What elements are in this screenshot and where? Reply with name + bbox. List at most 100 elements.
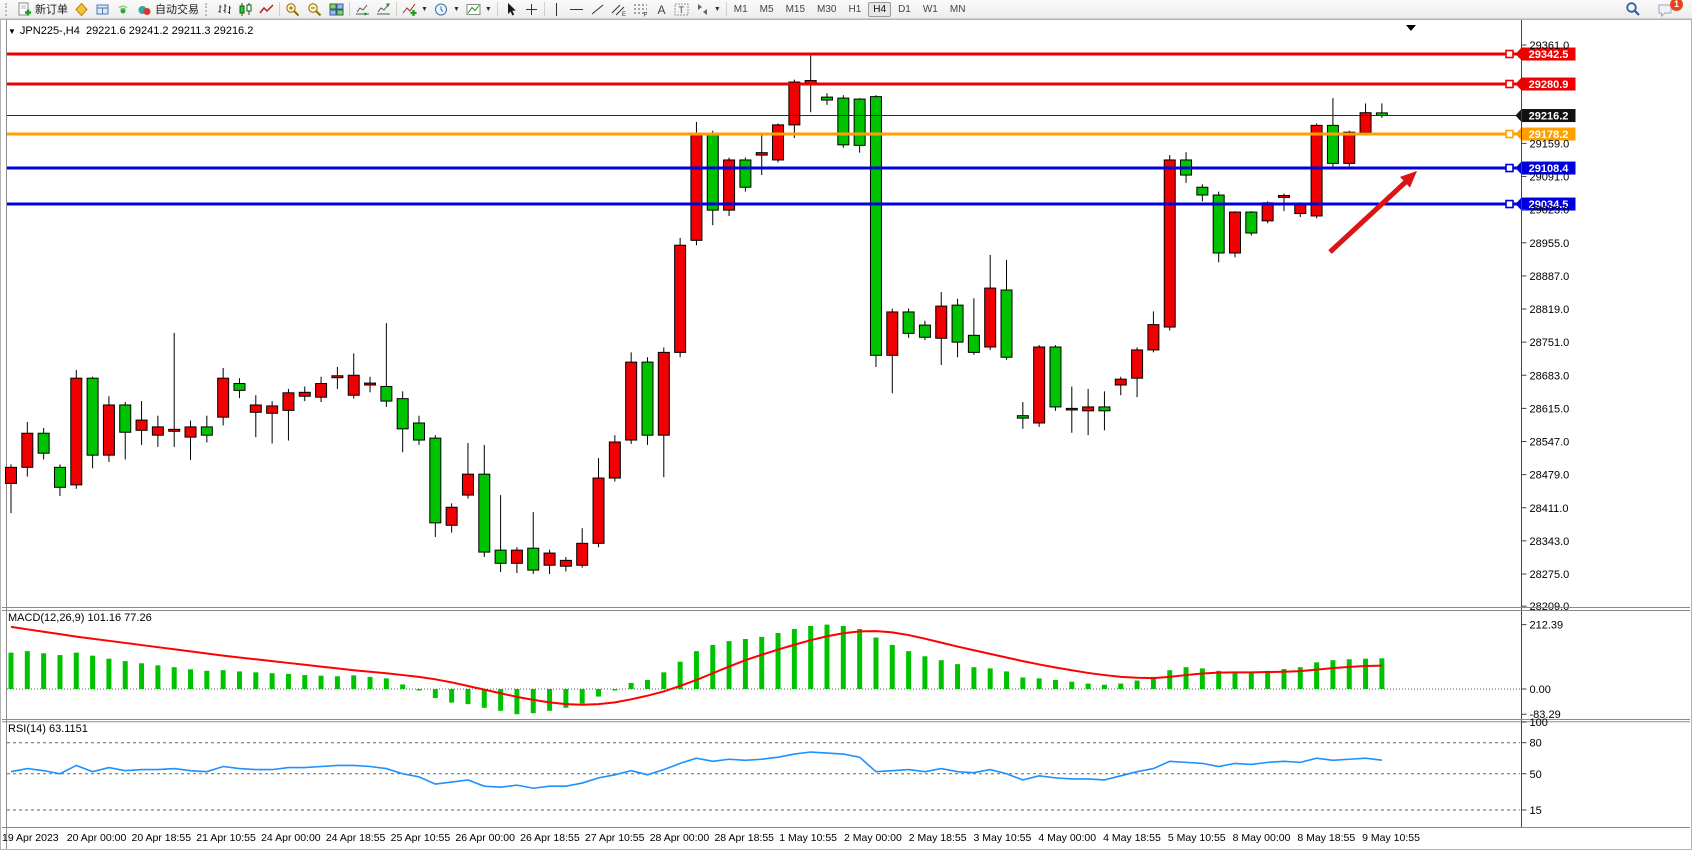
price-label-pointer xyxy=(1515,109,1522,123)
templates-icon xyxy=(466,3,481,15)
rsi-axis-label: 100 xyxy=(1530,717,1548,729)
time-axis-label: 5 May 10:55 xyxy=(1168,832,1226,844)
text-label-button[interactable]: T xyxy=(671,1,692,18)
bear-candle-body xyxy=(853,98,866,146)
fibonacci-button[interactable]: F xyxy=(630,1,652,18)
chart-background xyxy=(0,19,1692,850)
horizontal-line-button[interactable] xyxy=(566,1,587,18)
price-tick-label: 28751.0 xyxy=(1530,337,1570,349)
candlestick-chart-icon xyxy=(239,2,252,16)
bull-candle-body xyxy=(21,432,34,468)
time-axis-label: 9 May 10:55 xyxy=(1362,832,1420,844)
fibonacci-icon: F xyxy=(633,4,647,17)
toolbar-separator xyxy=(349,2,350,16)
price-tick-label: 29361.0 xyxy=(1530,40,1570,52)
vertical-line-button[interactable] xyxy=(547,1,566,18)
market-watch-button[interactable] xyxy=(71,1,92,18)
line-chart-button[interactable] xyxy=(256,1,277,18)
chart-shift-marker-icon[interactable] xyxy=(1406,25,1416,31)
bull-candle-body xyxy=(1082,406,1095,412)
candlestick-chart-button[interactable] xyxy=(235,1,256,18)
time-axis-label: 1 May 10:55 xyxy=(779,832,837,844)
bull-candle-body xyxy=(608,441,621,479)
indicators-button[interactable]: ▼ xyxy=(399,1,431,18)
toolbar-grip[interactable] xyxy=(5,2,11,16)
bull-candle-body xyxy=(282,392,295,411)
timeframe-h1[interactable]: H1 xyxy=(848,3,862,15)
chevron-down-icon: ▼ xyxy=(452,5,460,13)
rsi-line xyxy=(10,751,1382,790)
cursor-button[interactable] xyxy=(500,1,521,18)
tile-windows-button[interactable] xyxy=(326,1,347,18)
time-axis-label: 2 May 18:55 xyxy=(909,832,967,844)
bull-candle-body xyxy=(1163,159,1176,328)
timeframe-m30[interactable]: M30 xyxy=(817,3,837,15)
bear-candle-body xyxy=(396,398,409,430)
signals-button[interactable] xyxy=(113,1,134,18)
timeframe-m5[interactable]: M5 xyxy=(759,3,774,15)
support-line-2-handle[interactable] xyxy=(1505,199,1514,209)
timeframe-m1[interactable]: M1 xyxy=(733,3,748,15)
bull-candle-body xyxy=(217,377,230,418)
timeframe-group: M1 M5 M15 M30 H1 H4 D1 W1 MN xyxy=(729,1,971,17)
resistance-line-2-handle[interactable] xyxy=(1505,79,1514,89)
auto-scroll-button[interactable] xyxy=(352,1,373,18)
cursor-icon xyxy=(507,2,516,15)
macd-axis-label: 212.39 xyxy=(1530,620,1564,632)
zoom-out-button[interactable] xyxy=(304,1,326,18)
time-axis-label: 21 Apr 10:55 xyxy=(196,832,256,844)
chart-shift-button[interactable] xyxy=(373,1,394,18)
price-label-text: 29216.2 xyxy=(1529,111,1569,123)
svg-text:T: T xyxy=(678,5,684,15)
timeframe-h4[interactable]: H4 xyxy=(868,1,892,17)
periods-button[interactable]: ▼ xyxy=(431,1,463,18)
bid-price-line-price-label xyxy=(1521,109,1576,123)
timeframe-d1[interactable]: D1 xyxy=(898,3,911,15)
trend-arrow-head[interactable] xyxy=(1399,171,1417,188)
notifications-button[interactable]: 1 xyxy=(1654,0,1683,18)
equidistant-channel-button[interactable]: E xyxy=(608,1,630,18)
timeframe-mn[interactable]: MN xyxy=(949,3,966,15)
arrows-icon xyxy=(697,3,707,15)
trendline-button[interactable] xyxy=(587,1,608,18)
bull-candle-body xyxy=(755,152,768,156)
zoom-in-button[interactable] xyxy=(282,1,304,18)
bull-candle-body xyxy=(249,404,262,413)
search-button[interactable] xyxy=(1622,1,1644,18)
support-line-1-price-label xyxy=(1521,161,1576,175)
price-label-pointer xyxy=(1515,77,1522,91)
templates-button[interactable]: ▼ xyxy=(463,1,495,18)
chart-menu-icon[interactable]: ▼ xyxy=(8,27,16,36)
pivot-line-handle[interactable] xyxy=(1505,129,1514,139)
support-line-1-handle[interactable] xyxy=(1505,163,1514,173)
autotrading-button[interactable]: 自动交易 xyxy=(134,1,202,18)
text-button[interactable]: A xyxy=(652,1,671,18)
tile-windows-icon xyxy=(329,3,344,15)
chevron-down-icon: ▼ xyxy=(421,5,428,13)
resistance-line-1-handle[interactable] xyxy=(1505,49,1514,59)
bull-candle-body xyxy=(135,419,148,431)
resistance-line-1-price-label xyxy=(1521,47,1576,61)
rsi-axis-label: 80 xyxy=(1530,738,1542,750)
time-axis-label: 28 Apr 00:00 xyxy=(650,832,710,844)
bull-candle-body xyxy=(886,311,899,356)
data-window-button[interactable] xyxy=(92,1,113,18)
arrows-button[interactable]: ▼ xyxy=(692,1,724,18)
bull-candle-body xyxy=(984,287,997,348)
price-tick-label: 28343.0 xyxy=(1530,536,1570,548)
trend-arrow-annotation[interactable] xyxy=(1328,175,1413,254)
price-label-pointer xyxy=(1515,47,1522,61)
price-label-pointer xyxy=(1515,127,1522,141)
timeframe-w1[interactable]: W1 xyxy=(922,3,938,15)
price-tick-label: 28683.0 xyxy=(1530,370,1570,382)
new-order-button[interactable]: 新订单 xyxy=(14,1,71,18)
price-tick-label: 28479.0 xyxy=(1530,470,1570,482)
bull-candle-body xyxy=(168,428,181,432)
price-tick-label: 29023.0 xyxy=(1530,205,1570,217)
toolbar-grip[interactable] xyxy=(205,2,211,16)
timeframe-m15[interactable]: M15 xyxy=(785,3,806,15)
crosshair-button[interactable] xyxy=(521,1,542,18)
bar-chart-button[interactable] xyxy=(214,1,235,18)
main-toolbar: 新订单 自动交易 ▼ ▼ xyxy=(0,0,1692,19)
